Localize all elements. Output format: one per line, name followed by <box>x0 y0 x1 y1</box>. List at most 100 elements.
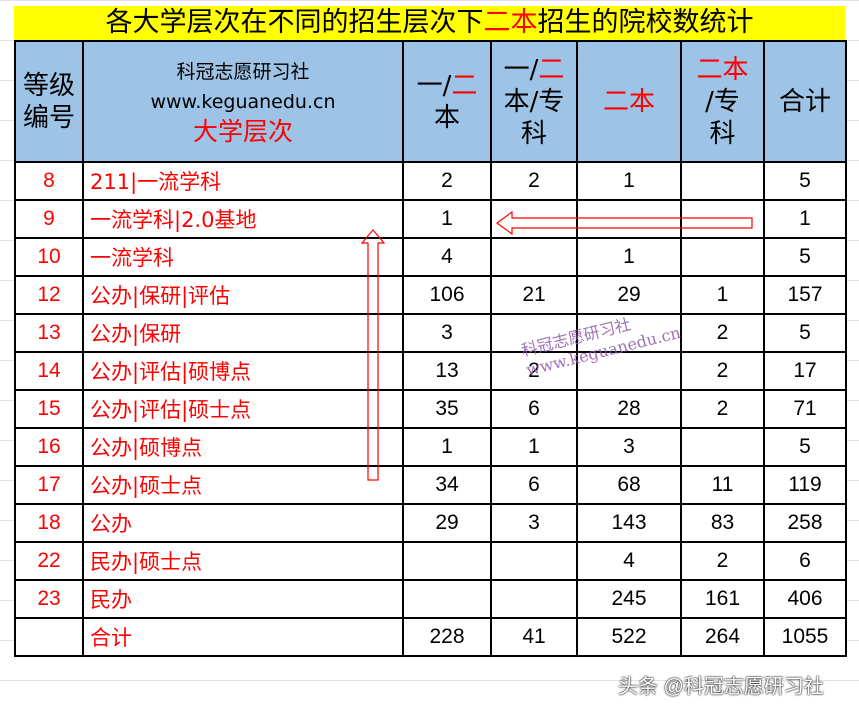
table-row: 16 公办|硕博点 1 1 3 5 <box>14 427 847 467</box>
value-cell: 5 <box>763 427 847 467</box>
value-cell: 1 <box>576 237 682 277</box>
value-cell: 2 <box>490 161 578 201</box>
level-cell: 合计 <box>82 617 404 657</box>
value-cell: 245 <box>576 579 682 619</box>
value-cell <box>680 427 765 467</box>
value-cell <box>576 351 682 391</box>
grade-no: 9 <box>14 199 84 239</box>
value-cell: 1 <box>763 199 847 239</box>
header-row: 等级编号 科冠志愿研习社 www.keguanedu.cn 大学层次 一/二本 一/… <box>14 40 847 163</box>
table-row: 10 一流学科 4 1 5 <box>14 237 847 277</box>
value-cell: 6 <box>490 465 578 505</box>
grade-no: 15 <box>14 389 84 429</box>
grade-no: 17 <box>14 465 84 505</box>
value-cell: 21 <box>490 275 578 315</box>
header-col: 二本/专科 <box>680 40 765 163</box>
value-cell: 34 <box>402 465 492 505</box>
value-cell <box>490 313 578 353</box>
value-cell: 4 <box>402 237 492 277</box>
value-cell: 5 <box>763 313 847 353</box>
grade-no: 22 <box>14 541 84 581</box>
grade-no: 18 <box>14 503 84 543</box>
up-arrow-icon <box>360 229 386 481</box>
brand-url: www.keguanedu.cn <box>150 90 336 113</box>
grade-no: 16 <box>14 427 84 467</box>
level-cell: 公办|硕士点 <box>82 465 404 505</box>
table-row: 22 民办|硕士点 4 2 6 <box>14 541 847 581</box>
value-cell: 4 <box>576 541 682 581</box>
value-cell: 264 <box>680 617 765 657</box>
value-cell: 157 <box>763 275 847 315</box>
brand-name: 科冠志愿研习社 <box>176 60 310 83</box>
page-title: 各大学层次在不同的招生层次下二本招生的院校数统计 <box>14 6 845 40</box>
stats-table: 等级编号 科冠志愿研习社 www.keguanedu.cn 大学层次 一/二本 一/… <box>14 40 847 657</box>
value-cell: 68 <box>576 465 682 505</box>
grade-no <box>14 617 84 657</box>
level-cell: 公办|评估|硕博点 <box>82 351 404 391</box>
value-cell: 5 <box>763 237 847 277</box>
table-row: 12 公办|保研|评估 106 21 29 1 157 <box>14 275 847 315</box>
value-cell: 17 <box>763 351 847 391</box>
table-row: 14 公办|评估|硕博点 13 2 2 17 <box>14 351 847 391</box>
table-row: 15 公办|评估|硕士点 35 6 28 2 71 <box>14 389 847 429</box>
level-label: 大学层次 <box>192 116 293 146</box>
value-cell: 83 <box>680 503 765 543</box>
table-row: 17 公办|硕士点 34 6 68 11 119 <box>14 465 847 505</box>
value-cell <box>490 541 578 581</box>
level-cell: 一流学科 <box>82 237 404 277</box>
header-col: 一/二 本/专科 <box>490 40 578 163</box>
level-cell: 公办 <box>82 503 404 543</box>
level-cell: 公办|保研|评估 <box>82 275 404 315</box>
value-cell: 2 <box>402 161 492 201</box>
value-cell <box>490 199 578 239</box>
title-text-end: 招生的院校数统计 <box>537 7 754 38</box>
value-cell: 2 <box>680 389 765 429</box>
value-cell: 35 <box>402 389 492 429</box>
grade-no: 8 <box>14 161 84 201</box>
table-row: 合计 228 41 522 264 1055 <box>14 617 847 657</box>
value-cell: 71 <box>763 389 847 429</box>
value-cell <box>576 313 682 353</box>
value-cell: 3 <box>576 427 682 467</box>
value-cell: 5 <box>763 161 847 201</box>
value-cell: 119 <box>763 465 847 505</box>
value-cell: 1 <box>490 427 578 467</box>
level-cell: 公办|硕博点 <box>82 427 404 467</box>
value-cell: 1 <box>402 199 492 239</box>
value-cell: 13 <box>402 351 492 391</box>
value-cell: 406 <box>763 579 847 619</box>
table-row: 13 公办|保研 3 2 5 <box>14 313 847 353</box>
value-cell: 143 <box>576 503 682 543</box>
value-cell: 11 <box>680 465 765 505</box>
value-cell: 2 <box>490 351 578 391</box>
value-cell: 6 <box>763 541 847 581</box>
value-cell: 522 <box>576 617 682 657</box>
grade-no: 13 <box>14 313 84 353</box>
grade-no: 14 <box>14 351 84 391</box>
level-cell: 民办|硕士点 <box>82 541 404 581</box>
header-col: 二本 <box>576 40 682 163</box>
value-cell: 29 <box>576 275 682 315</box>
value-cell <box>490 579 578 619</box>
value-cell: 2 <box>680 541 765 581</box>
value-cell: 1 <box>680 275 765 315</box>
value-cell <box>576 199 682 239</box>
value-cell: 6 <box>490 389 578 429</box>
value-cell <box>402 579 492 619</box>
table-row: 23 民办 245 161 406 <box>14 579 847 619</box>
grade-no: 12 <box>14 275 84 315</box>
level-cell: 一流学科|2.0基地 <box>82 199 404 239</box>
value-cell <box>402 541 492 581</box>
value-cell <box>680 161 765 201</box>
table-row: 8 211|一流学科 2 2 1 5 <box>14 161 847 201</box>
table-row: 9 一流学科|2.0基地 1 1 <box>14 199 847 239</box>
grade-no: 10 <box>14 237 84 277</box>
value-cell: 3 <box>490 503 578 543</box>
value-cell: 1 <box>576 161 682 201</box>
value-cell: 258 <box>763 503 847 543</box>
value-cell <box>490 237 578 277</box>
header-col: 合计 <box>763 40 847 163</box>
value-cell: 228 <box>402 617 492 657</box>
left-arrow-icon <box>495 210 753 236</box>
